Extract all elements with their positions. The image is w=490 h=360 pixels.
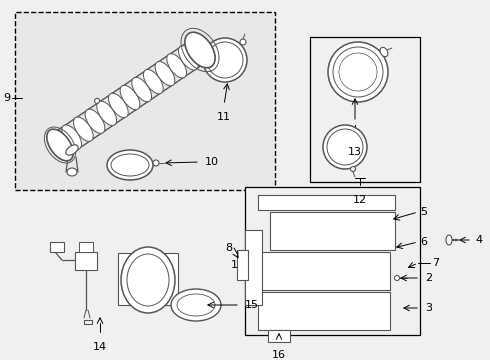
Bar (118, 253, 178, 305)
Ellipse shape (95, 98, 99, 103)
Ellipse shape (350, 166, 356, 171)
Ellipse shape (74, 117, 93, 141)
Ellipse shape (121, 247, 175, 313)
Ellipse shape (185, 32, 215, 68)
Text: 6: 6 (420, 237, 427, 247)
Bar (75, 252, 97, 270)
Polygon shape (258, 292, 390, 330)
Bar (245, 187, 420, 335)
Ellipse shape (323, 125, 367, 169)
Text: 15: 15 (245, 300, 259, 310)
Bar (79, 242, 93, 252)
Ellipse shape (203, 38, 247, 82)
Ellipse shape (240, 39, 246, 45)
Text: 7: 7 (432, 258, 439, 268)
Ellipse shape (171, 289, 221, 321)
Polygon shape (237, 250, 248, 280)
Ellipse shape (155, 62, 175, 86)
Text: 16: 16 (272, 350, 286, 360)
Ellipse shape (178, 46, 198, 70)
Ellipse shape (108, 93, 128, 118)
Text: 3: 3 (425, 303, 432, 313)
Ellipse shape (120, 85, 140, 110)
Text: 11: 11 (217, 112, 231, 122)
Bar (15, 12, 275, 190)
Ellipse shape (380, 47, 388, 57)
Ellipse shape (50, 133, 70, 157)
Polygon shape (270, 212, 395, 250)
Text: 4: 4 (475, 235, 482, 245)
Ellipse shape (62, 125, 81, 149)
Ellipse shape (446, 235, 452, 245)
Text: 14: 14 (93, 342, 107, 352)
Ellipse shape (107, 150, 153, 180)
Text: 1: 1 (231, 260, 238, 270)
Ellipse shape (153, 160, 159, 166)
Ellipse shape (328, 42, 388, 102)
Bar (50, 242, 64, 252)
Text: 9: 9 (3, 93, 10, 103)
Ellipse shape (85, 109, 105, 134)
Ellipse shape (66, 145, 78, 155)
Text: 8: 8 (225, 243, 232, 253)
Text: 2: 2 (425, 273, 432, 283)
Ellipse shape (190, 38, 210, 62)
Bar (310, 37, 420, 182)
Ellipse shape (67, 168, 77, 176)
Ellipse shape (144, 69, 163, 94)
Text: 5: 5 (420, 207, 427, 217)
Ellipse shape (167, 54, 187, 78)
Polygon shape (245, 230, 262, 305)
Polygon shape (258, 195, 395, 210)
Ellipse shape (47, 129, 73, 161)
Bar (268, 330, 290, 342)
Ellipse shape (394, 275, 399, 280)
Ellipse shape (132, 77, 151, 102)
Text: 13: 13 (348, 147, 362, 157)
Text: 10: 10 (205, 157, 219, 167)
Ellipse shape (97, 101, 117, 126)
Polygon shape (258, 252, 390, 290)
Text: 12: 12 (353, 195, 367, 205)
